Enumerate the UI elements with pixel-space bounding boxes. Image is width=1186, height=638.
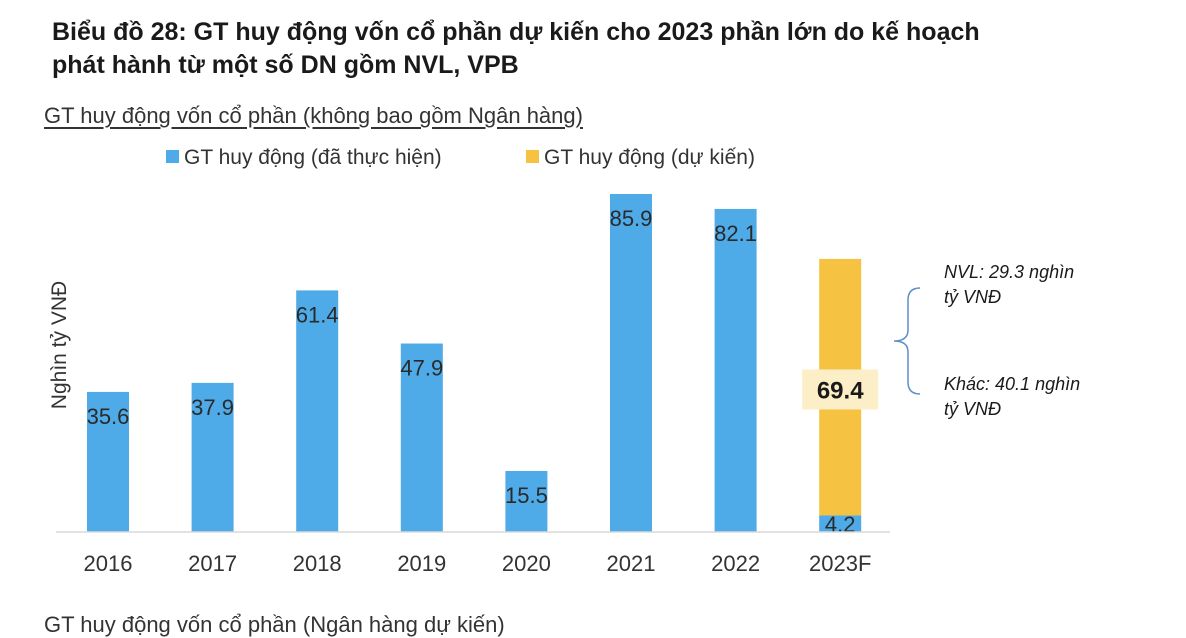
x-tick-2023F: 2023F [809, 551, 871, 576]
data-label-2021: 85.9 [610, 206, 653, 231]
data-label-2018: 61.4 [296, 302, 339, 327]
chart-title: GT huy động vốn cổ phần (không bao gồm N… [44, 103, 583, 128]
bar-actual-2018 [296, 290, 339, 532]
bar-actual-2016 [87, 391, 129, 532]
x-tick-2017: 2017 [188, 551, 237, 576]
bar-actual-2019 [400, 343, 443, 532]
chart-caption: Biểu đồ 28: GT huy động vốn cổ phần dự k… [52, 16, 1152, 82]
bar-actual-2021 [610, 194, 652, 532]
caption-line-1: Biểu đồ 28: GT huy động vốn cổ phần dự k… [52, 18, 980, 46]
annotation-other-line-2: tỷ VNĐ [944, 399, 1001, 419]
x-axis-ticks: 2016 2017 2018 2019 2020 2021 2022 2023F [84, 551, 872, 576]
y-axis-label: Nghìn tỷ VNĐ [48, 281, 71, 409]
data-label-2016: 35.6 [87, 404, 130, 429]
data-label-2022: 82.1 [714, 221, 757, 246]
annotation-brace [893, 287, 921, 395]
next-chart-title-partial: GT huy động vốn cổ phần (Ngân hàng dự ki… [44, 612, 505, 637]
legend-swatch-planned [526, 150, 539, 163]
x-tick-2018: 2018 [293, 551, 342, 576]
total-label-group: 69.4 [802, 369, 879, 410]
x-tick-2016: 2016 [84, 551, 133, 576]
x-tick-2021: 2021 [607, 551, 656, 576]
data-label-2023F: 4.2 [825, 512, 856, 537]
legend-label-planned: GT huy động (dự kiến) [544, 146, 755, 169]
legend-swatch-actual [166, 150, 179, 163]
x-tick-2022: 2022 [711, 551, 760, 576]
data-label-2017: 37.9 [191, 395, 234, 420]
annotation-nvl-line-2: tỷ VNĐ [944, 287, 1001, 307]
total-label-background [802, 369, 879, 410]
bar-actual-2023F [819, 515, 862, 532]
bar-actual-2020 [505, 471, 548, 532]
annotation-other-line-1: Khác: 40.1 nghìn [944, 374, 1080, 394]
bars-group: 35.6 37.9 61.4 47.9 15.5 85.9 82.1 4.2 [87, 194, 862, 537]
legend-label-actual: GT huy động (đã thực hiện) [184, 146, 442, 169]
legend: GT huy động (đã thực hiện) GT huy động (… [166, 146, 755, 169]
annotation-nvl-line-1: NVL: 29.3 nghìn [944, 262, 1074, 282]
x-tick-2019: 2019 [397, 551, 446, 576]
bar-actual-2022 [714, 208, 757, 532]
bar-chart: GT huy động (đã thực hiện) GT huy động (… [48, 146, 1080, 576]
x-tick-2020: 2020 [502, 551, 551, 576]
annotation-group: NVL: 29.3 nghìn tỷ VNĐ Khác: 40.1 nghìn … [893, 262, 1080, 419]
bar-actual-2017 [191, 382, 234, 532]
data-label-2020: 15.5 [505, 483, 548, 508]
total-label-2023F: 69.4 [817, 377, 864, 404]
caption-line-2: phát hành từ một số DN gồm NVL, VPB [52, 51, 519, 79]
data-label-2019: 47.9 [400, 356, 443, 381]
